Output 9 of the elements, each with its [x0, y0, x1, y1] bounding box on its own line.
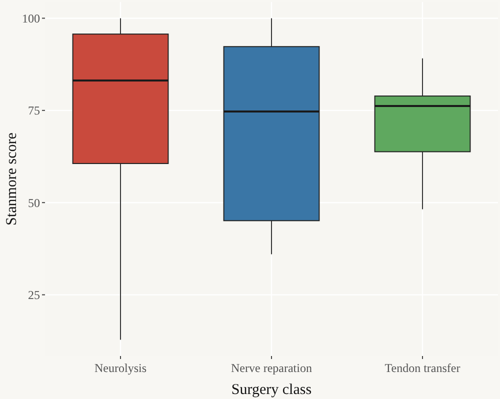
- y-tick-label: 50: [28, 196, 40, 210]
- y-tick-label: 75: [28, 104, 40, 118]
- y-tick-label: 25: [28, 288, 40, 302]
- y-tick-label: 100: [22, 11, 40, 26]
- x-tick-label: Nerve reparation: [231, 361, 312, 375]
- x-tick-label: Neurolysis: [94, 361, 147, 375]
- y-axis-title: Stanmore score: [4, 132, 20, 226]
- x-axis-title: Surgery class: [231, 382, 312, 398]
- x-tick-label: Tendon transfer: [384, 361, 460, 375]
